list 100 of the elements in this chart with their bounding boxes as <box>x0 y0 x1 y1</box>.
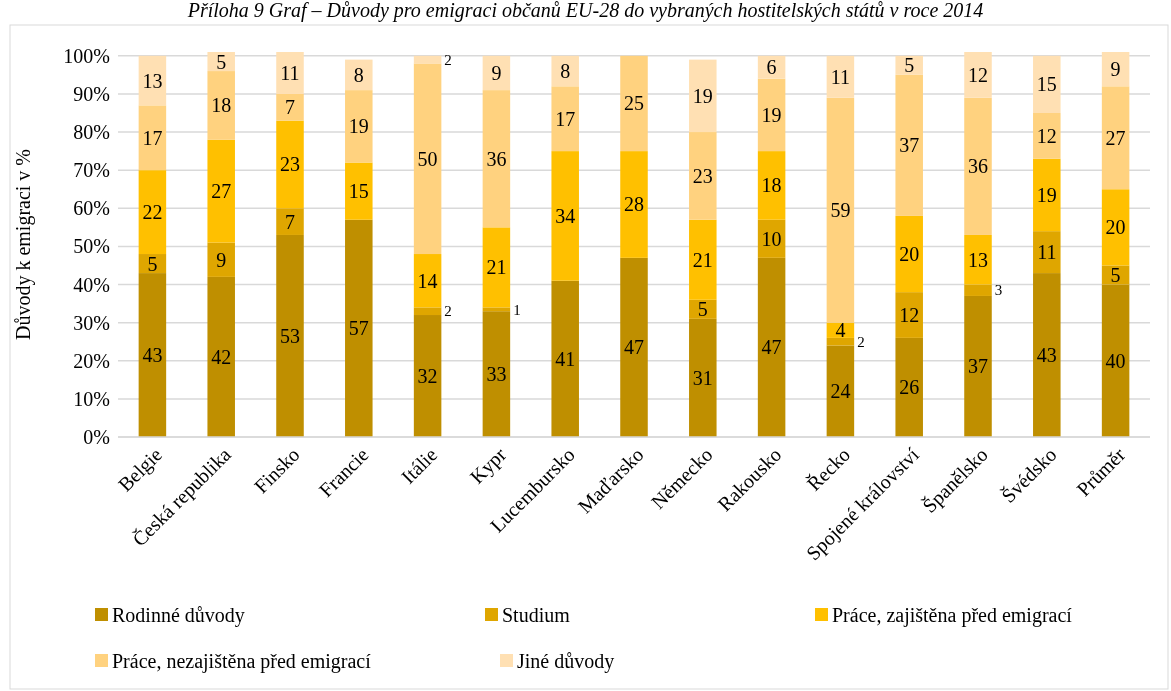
data-label: 36 <box>968 155 988 178</box>
data-label: 20 <box>899 243 920 266</box>
data-label: 2 <box>444 303 452 320</box>
data-label: 1 <box>513 301 521 318</box>
bar <box>345 162 373 220</box>
data-label: 12 <box>968 63 988 86</box>
bar <box>276 52 304 94</box>
bar <box>482 307 511 312</box>
y-tick-label: 60% <box>73 197 110 220</box>
bar <box>964 52 992 98</box>
bar <box>413 307 442 316</box>
y-tick-label: 80% <box>73 121 110 144</box>
bar <box>826 55 855 98</box>
bar <box>826 97 855 323</box>
bar <box>895 292 923 338</box>
data-label: 23 <box>280 153 300 176</box>
data-label: 37 <box>899 134 920 157</box>
data-label: 11 <box>1037 241 1057 264</box>
data-label: 23 <box>692 164 713 187</box>
bar <box>964 97 992 235</box>
bar <box>964 234 992 285</box>
bar <box>207 139 235 243</box>
bar <box>1101 284 1130 437</box>
bar <box>345 90 373 163</box>
data-label: 21 <box>486 256 507 279</box>
bar <box>413 55 442 64</box>
data-label: 19 <box>348 115 369 138</box>
data-label: 2 <box>444 51 452 68</box>
bar <box>345 59 373 91</box>
data-label: 43 <box>1036 344 1057 367</box>
data-label: 59 <box>830 199 851 222</box>
data-label: 17 <box>555 107 576 130</box>
data-label: 24 <box>830 380 851 403</box>
data-label: 25 <box>624 92 644 115</box>
data-label: 19 <box>1036 183 1057 206</box>
data-label: 57 <box>348 317 369 340</box>
data-label: 18 <box>211 94 232 117</box>
data-label: 47 <box>761 336 782 359</box>
data-label: 9 <box>216 248 227 271</box>
bar <box>826 345 855 437</box>
bar <box>689 219 717 300</box>
data-label: 32 <box>417 365 438 388</box>
data-label: 5 <box>904 54 915 77</box>
data-label: 28 <box>624 193 644 216</box>
data-label: 4 <box>835 319 846 342</box>
data-label: 27 <box>211 180 232 203</box>
bar <box>1101 265 1130 285</box>
data-label: 11 <box>830 65 851 88</box>
bar <box>138 170 167 255</box>
bar <box>276 93 304 121</box>
bar <box>1033 158 1061 232</box>
data-label: 37 <box>968 355 988 378</box>
data-label: 5 <box>216 50 227 73</box>
bar <box>413 63 442 255</box>
bar <box>757 78 786 152</box>
y-tick-label: 70% <box>73 159 110 182</box>
bar <box>620 151 648 258</box>
data-label: 10 <box>761 227 782 250</box>
data-label: 7 <box>285 96 295 119</box>
data-label: 19 <box>761 103 782 126</box>
data-label: 18 <box>761 174 782 197</box>
bar <box>1033 112 1061 159</box>
data-label: 47 <box>624 336 644 359</box>
data-label: 33 <box>486 363 507 386</box>
bar <box>207 71 235 140</box>
bar <box>689 318 717 437</box>
data-label: 17 <box>142 126 163 149</box>
bar <box>207 276 235 437</box>
data-label: 21 <box>692 248 713 271</box>
bar <box>1101 189 1130 266</box>
bar <box>620 257 648 437</box>
y-axis-title: Důvody k emigraci v % <box>12 148 35 341</box>
y-tick-label: 90% <box>73 82 110 105</box>
data-label: 12 <box>899 304 920 327</box>
y-tick-label: 50% <box>73 235 110 258</box>
data-label: 9 <box>491 61 502 84</box>
bar <box>895 215 923 293</box>
bar <box>895 337 923 437</box>
legend-label: Studium <box>502 604 571 626</box>
data-label: 8 <box>560 60 571 83</box>
data-label: 43 <box>142 344 163 367</box>
data-label: 22 <box>142 201 163 224</box>
data-label: 50 <box>417 147 438 170</box>
bar <box>826 337 855 346</box>
bar <box>1033 55 1061 113</box>
bar <box>138 273 167 437</box>
data-label: 8 <box>353 63 364 86</box>
bar <box>1101 86 1130 190</box>
y-tick-label: 0% <box>83 426 110 448</box>
legend-label: Jiné důvody <box>517 650 615 673</box>
data-label: 14 <box>417 269 438 292</box>
data-label: 7 <box>285 210 295 233</box>
bar <box>276 120 304 209</box>
chart-title: Příloha 9 Graf – Důvody pro emigraci občanů EU-28 do vybraných hostitelských států v roce 2014 <box>186 0 984 22</box>
bar <box>1033 273 1061 437</box>
bar <box>413 315 442 437</box>
data-label: 13 <box>968 248 988 271</box>
bar <box>482 90 511 228</box>
data-label: 34 <box>555 204 576 227</box>
bar <box>482 227 511 308</box>
